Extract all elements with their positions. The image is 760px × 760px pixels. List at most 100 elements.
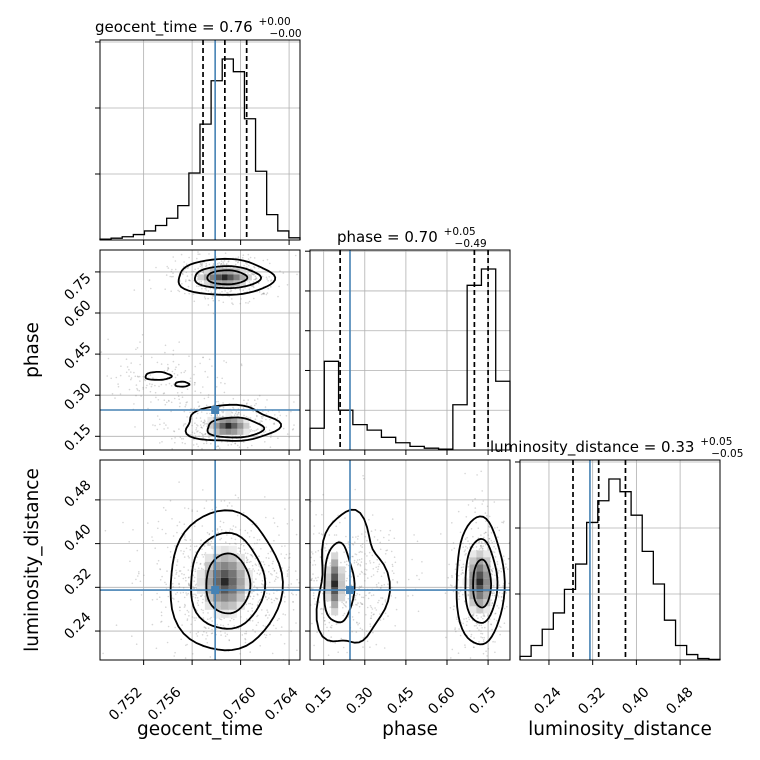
sample-point xyxy=(206,412,208,415)
sample-point xyxy=(313,559,316,562)
sample-point xyxy=(120,365,122,368)
sample-point xyxy=(240,298,242,300)
sample-point xyxy=(194,584,197,586)
sample-point xyxy=(310,556,313,559)
sample-point xyxy=(188,583,190,585)
sample-point xyxy=(322,493,325,496)
sample-point xyxy=(490,568,493,571)
sample-point xyxy=(345,535,347,538)
sample-point xyxy=(457,591,460,594)
density-cell xyxy=(324,594,332,602)
sample-point xyxy=(92,379,94,381)
sample-point xyxy=(383,583,386,586)
sample-point xyxy=(128,541,130,543)
sample-point xyxy=(216,414,219,416)
sample-point xyxy=(245,630,247,633)
sample-point xyxy=(178,341,180,343)
sample-point xyxy=(248,300,251,303)
sample-point xyxy=(344,517,346,519)
sample-point xyxy=(142,386,144,389)
sample-point xyxy=(234,263,237,266)
sample-point xyxy=(201,427,204,429)
density-cell xyxy=(483,606,491,614)
contour-line xyxy=(206,416,266,439)
density-cell xyxy=(331,580,339,588)
sample-point xyxy=(168,382,171,385)
density-cell xyxy=(231,428,238,435)
sample-point xyxy=(162,392,165,395)
sample-point xyxy=(200,282,203,285)
sample-point xyxy=(294,254,297,257)
sample-point xyxy=(364,580,366,582)
sample-point xyxy=(273,423,276,426)
sample-point xyxy=(335,623,338,625)
sample-point xyxy=(119,374,122,377)
sample-point xyxy=(287,568,290,571)
sample-point xyxy=(351,543,354,545)
sample-point xyxy=(242,254,245,256)
sample-point xyxy=(219,292,221,295)
sample-point xyxy=(316,631,318,633)
sample-point xyxy=(194,435,197,437)
sample-point xyxy=(203,564,206,566)
sample-point xyxy=(481,636,484,639)
sample-point xyxy=(181,282,183,285)
sample-point xyxy=(253,273,256,276)
sample-point xyxy=(198,405,200,408)
sample-point xyxy=(216,528,219,530)
sample-point xyxy=(318,532,321,534)
density-cell xyxy=(212,561,221,570)
sample-point xyxy=(467,594,469,597)
sample-point xyxy=(370,615,373,617)
density-cell xyxy=(237,428,244,435)
sample-point xyxy=(151,536,153,538)
sample-point xyxy=(193,270,195,273)
sample-point xyxy=(372,594,375,596)
sample-point xyxy=(270,436,272,439)
sample-point xyxy=(222,415,224,418)
sample-point xyxy=(171,666,173,668)
sample-point xyxy=(201,525,204,527)
sample-point xyxy=(184,657,187,659)
sample-point xyxy=(197,253,199,255)
sample-point xyxy=(236,514,239,517)
title-phase: phase = 0.70 +0.05 −0.49 xyxy=(337,221,487,250)
sample-point xyxy=(262,292,264,295)
sample-point xyxy=(198,567,200,569)
sample-point xyxy=(478,548,481,550)
sample-point xyxy=(182,425,185,427)
sample-point xyxy=(186,618,189,620)
sample-point xyxy=(187,285,190,288)
sample-point xyxy=(365,594,367,597)
sample-point xyxy=(252,628,254,631)
sample-point xyxy=(384,561,387,564)
sample-point xyxy=(139,380,141,382)
sample-point xyxy=(493,585,495,587)
sample-point xyxy=(380,584,383,587)
sample-point xyxy=(235,669,237,671)
sample-point xyxy=(246,402,248,405)
sample-point xyxy=(394,625,397,627)
sample-point xyxy=(166,401,168,404)
sample-point xyxy=(209,618,211,620)
sample-point xyxy=(267,552,270,555)
sample-point xyxy=(182,587,185,589)
tick-label: 0.75 xyxy=(466,684,499,717)
sample-point xyxy=(253,257,256,259)
sample-point xyxy=(186,594,188,596)
sample-point xyxy=(245,403,248,405)
sample-point xyxy=(201,264,203,267)
sample-point xyxy=(128,375,130,377)
sample-point xyxy=(474,511,476,513)
density-cell xyxy=(212,601,221,610)
sample-point xyxy=(341,601,343,604)
sample-point xyxy=(159,568,161,570)
sample-point xyxy=(284,629,286,631)
sample-point xyxy=(395,608,398,611)
sample-point xyxy=(318,601,321,603)
panel-phase-vs-geocent-time xyxy=(92,250,300,450)
sample-point xyxy=(205,422,207,425)
sample-point xyxy=(285,553,288,556)
sample-point xyxy=(322,592,324,595)
density-cell xyxy=(236,577,245,586)
